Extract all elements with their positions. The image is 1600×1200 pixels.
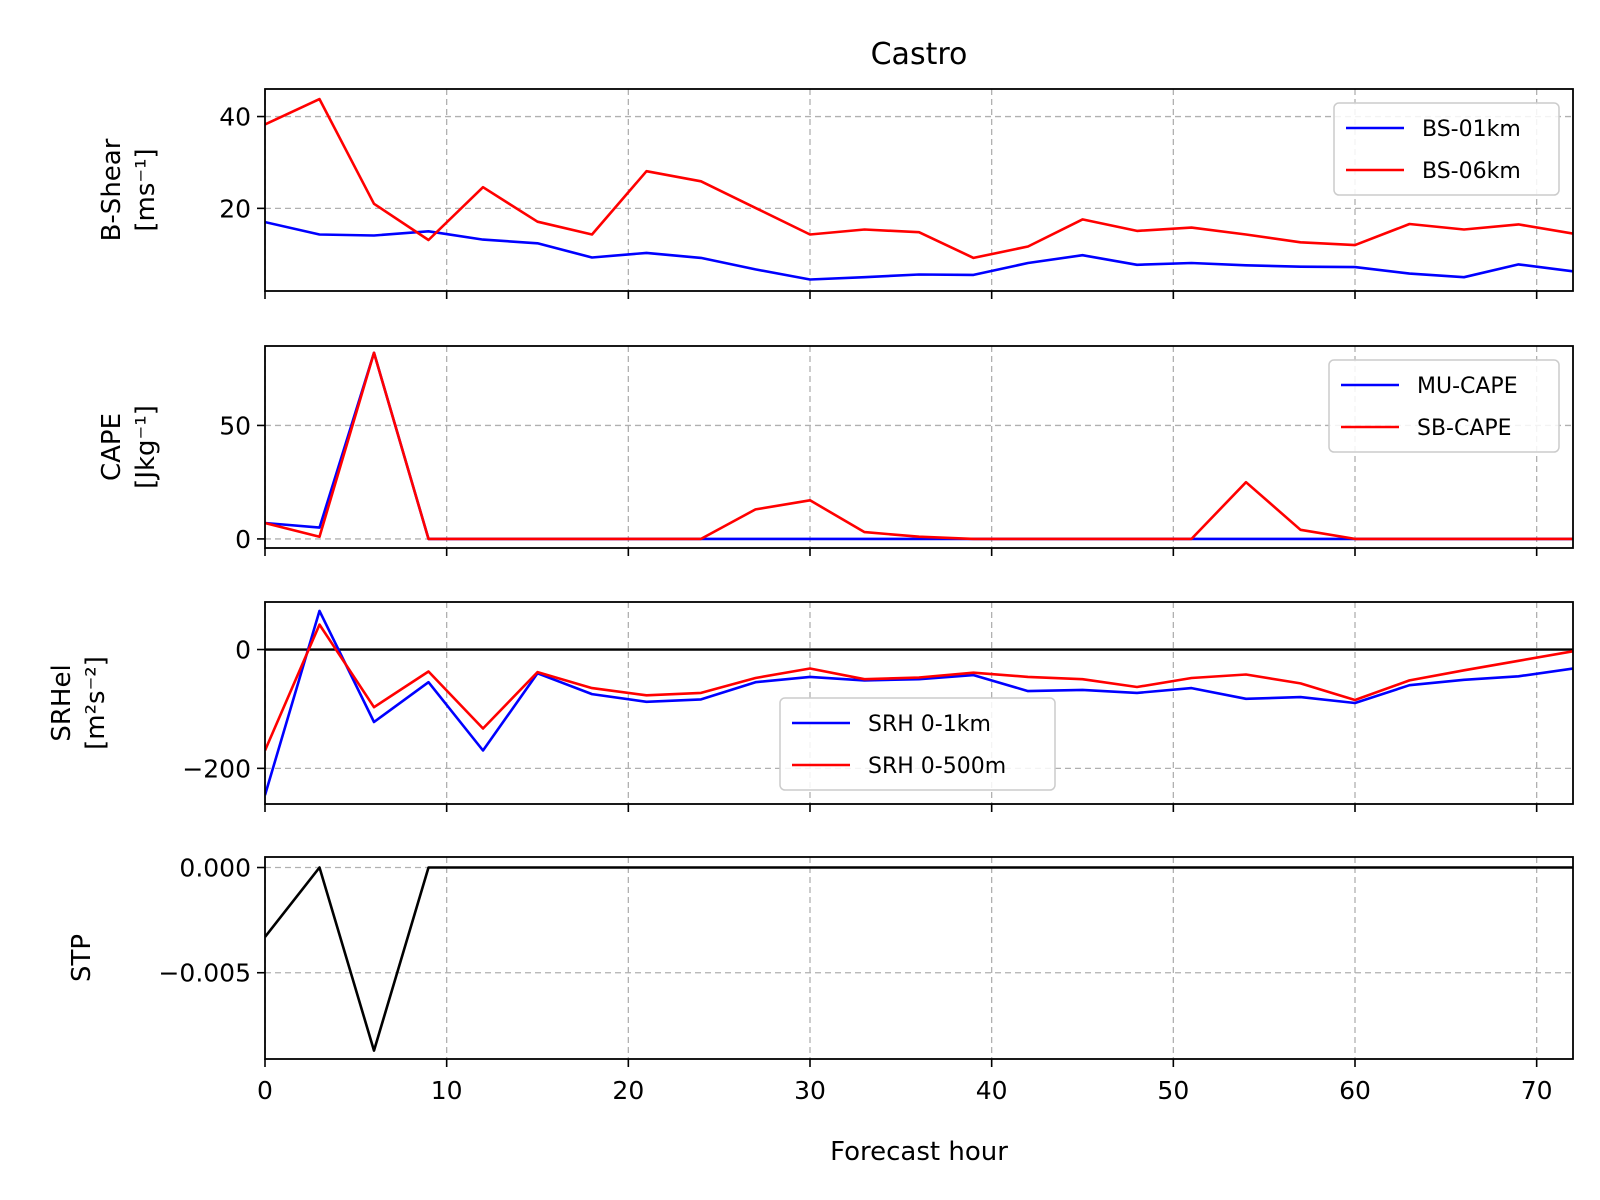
x-tick-label: 40: [976, 1076, 1008, 1105]
legend-box: [779, 697, 1056, 791]
panels: 20 40 B-Shear [ms⁻¹] BS-01km BS-06km 0 50 CAPE [J…: [47, 88, 1574, 1105]
y-axis-label: [Jkg⁻¹]: [131, 405, 161, 489]
series-line-bs-01km: [265, 220, 1573, 281]
panel-2: 0 50 CAPE [Jkg⁻¹] MU-CAPE SB-CAPE: [97, 345, 1574, 556]
y-axis-label: STP: [67, 934, 97, 982]
panel-3: −200 0 SRHel [m²s⁻²] SRH 0-1km SRH 0-500m: [47, 601, 1574, 812]
legend: BS-01km BS-06km: [1333, 102, 1560, 196]
y-axis-label: [ms⁻¹]: [131, 148, 161, 231]
series-line-stp: [265, 866, 1573, 1052]
legend-entry: BS-06km: [1422, 159, 1521, 184]
plot-frame: [264, 88, 1574, 292]
x-tick-label: 0: [257, 1076, 273, 1105]
y-axis-label: [m²s⁻²]: [81, 656, 111, 750]
x-tick-label: 70: [1521, 1076, 1553, 1105]
panel-4: 0 10 20 30 40 50 60 70 −0.005 0.000 STP: [67, 854, 1574, 1105]
legend: SRH 0-1km SRH 0-500m: [779, 697, 1056, 791]
plot-frame: [264, 345, 1574, 549]
series-line-srh-0-1km: [265, 609, 1573, 796]
legend-box: [1333, 102, 1560, 196]
y-axis-label: SRHel: [47, 664, 77, 741]
legend-entry: SRH 0-1km: [868, 712, 991, 737]
legend-box: [1328, 359, 1560, 453]
legend-entry: MU-CAPE: [1417, 374, 1518, 399]
panel-1: 20 40 B-Shear [ms⁻¹] BS-01km BS-06km: [97, 88, 1574, 299]
y-tick-label: −0.005: [158, 959, 251, 988]
y-tick-label: 0: [235, 525, 251, 554]
x-tick-label: 50: [1157, 1076, 1189, 1105]
x-tick-label: 60: [1339, 1076, 1371, 1105]
y-tick-label: 0.000: [179, 854, 251, 883]
y-tick-label: 40: [219, 103, 251, 132]
plot-frame: [264, 601, 1574, 805]
y-axis-label: B-Shear: [97, 138, 127, 241]
y-tick-label: 50: [219, 411, 251, 440]
legend: MU-CAPE SB-CAPE: [1328, 359, 1560, 453]
x-tick-label: 30: [794, 1076, 826, 1105]
legend-entry: BS-01km: [1422, 117, 1521, 142]
y-axis-label: CAPE: [97, 413, 127, 481]
legend-entry: SRH 0-500m: [868, 754, 1006, 779]
series-line-bs-06km: [265, 97, 1573, 260]
y-tick-label: 20: [219, 194, 251, 223]
series-line-srh-0-500m: [265, 623, 1573, 752]
plot-frame: [264, 856, 1574, 1060]
legend-entry: SB-CAPE: [1417, 416, 1512, 441]
series-line-sb-cape: [265, 351, 1573, 541]
figure-title: Castro: [871, 37, 968, 72]
x-tick-label: 20: [612, 1076, 644, 1105]
x-tick-label: 10: [431, 1076, 463, 1105]
y-tick-label: 0: [235, 636, 251, 665]
x-axis-label: Forecast hour: [830, 1137, 1008, 1167]
y-tick-label: −200: [182, 754, 251, 783]
